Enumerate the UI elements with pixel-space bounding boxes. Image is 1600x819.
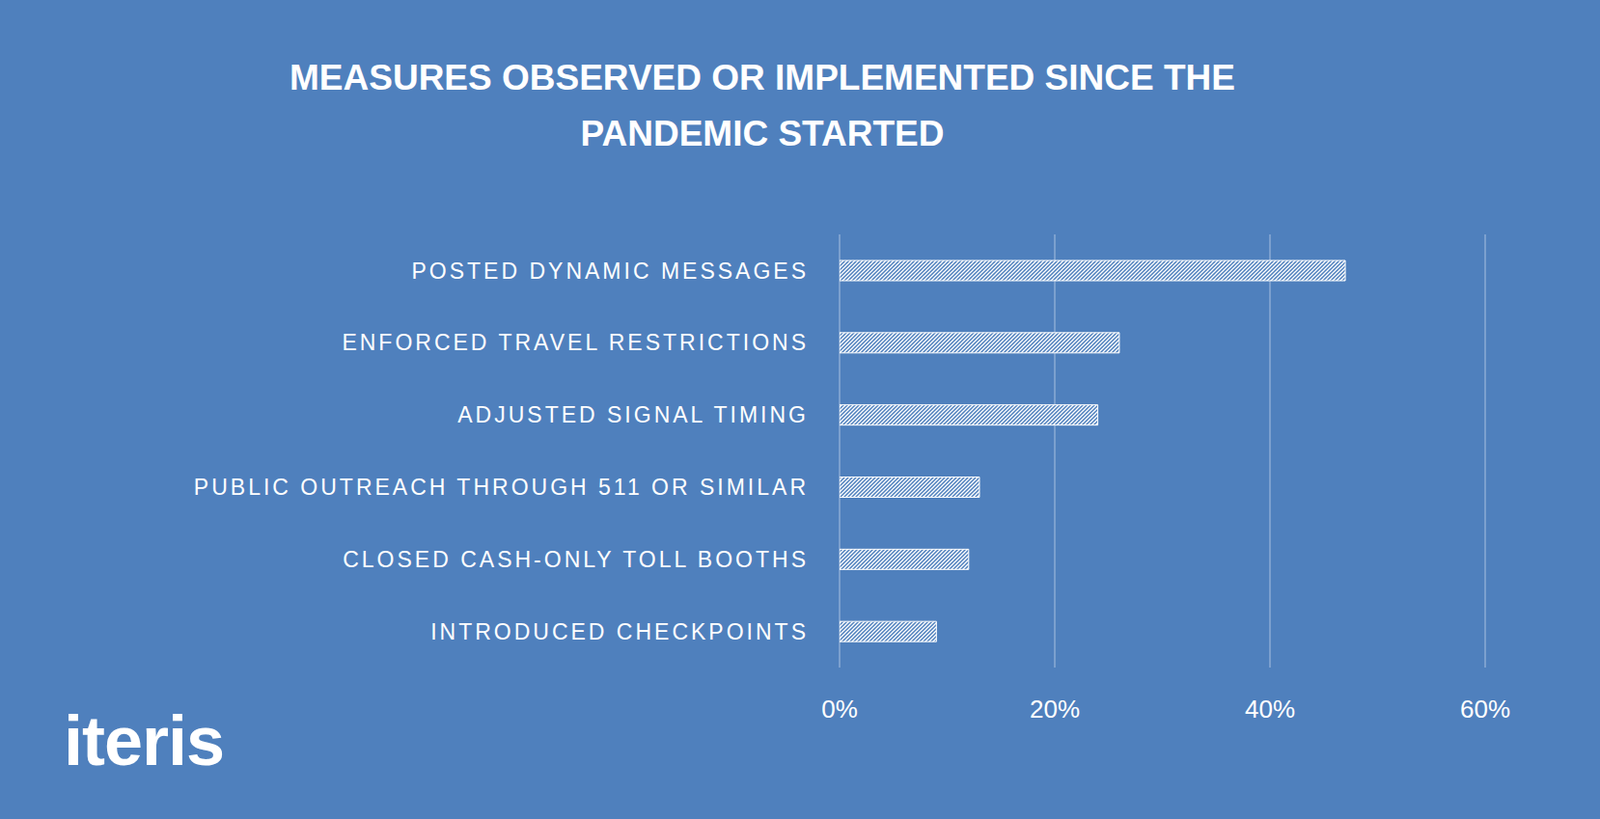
svg-text:20%: 20% [1029, 694, 1080, 724]
html-text:MEASURES OBSERVED OR IMPLEMENT: MEASURES OBSERVED OR IMPLEMENTED SINCE T… [289, 57, 1236, 154]
svg-text:0%: 0% [821, 694, 858, 724]
svg-text:60%: 60% [1460, 694, 1511, 724]
svg-text:INTRODUCED CHECKPOINTS: INTRODUCED CHECKPOINTS [430, 619, 809, 645]
html-text:iteris: iteris [63, 702, 224, 780]
svg-text:ADJUSTED SIGNAL TIMING: ADJUSTED SIGNAL TIMING [457, 402, 809, 428]
svg-text:POSTED DYNAMIC MESSAGES: POSTED DYNAMIC MESSAGES [411, 258, 809, 284]
svg-text:ENFORCED TRAVEL RESTRICTIONS: ENFORCED TRAVEL RESTRICTIONS [341, 330, 809, 356]
svg-text:40%: 40% [1244, 694, 1296, 724]
svg-text:CLOSED CASH-ONLY TOLL BOOTHS: CLOSED CASH-ONLY TOLL BOOTHS [342, 547, 809, 573]
svg-text:PUBLIC OUTREACH THROUGH 511 OR: PUBLIC OUTREACH THROUGH 511 OR SIMILAR [193, 474, 809, 500]
